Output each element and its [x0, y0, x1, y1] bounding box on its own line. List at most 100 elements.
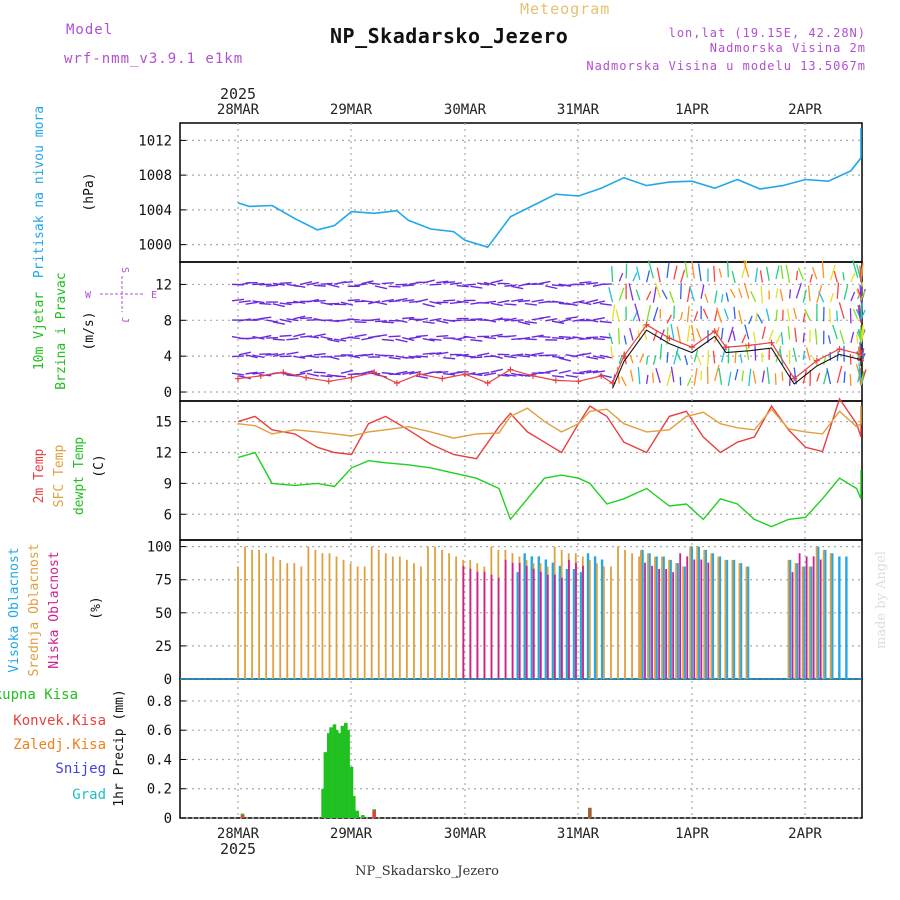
wind-barb [477, 371, 490, 375]
wind-barb [265, 284, 279, 287]
station-title: NP_Skadarsko_Jezero [330, 24, 568, 48]
wind-arrow [761, 326, 766, 340]
wind-barb [361, 370, 374, 375]
wind-barb [422, 320, 435, 324]
wind-arrow [647, 260, 655, 279]
wind-barb [456, 300, 469, 304]
wind-barb [429, 283, 442, 286]
wind-barb [599, 302, 612, 306]
top-time-axis: 28MAR 29MAR 30MAR 31MAR 1APR 2APR [217, 102, 823, 118]
wind-barb [565, 374, 578, 378]
y-tick-label: 0 [164, 672, 172, 688]
wind-barb [490, 317, 503, 322]
wind-barb [504, 303, 517, 306]
conv-precip-bar [240, 815, 245, 818]
wind-arrow [805, 347, 811, 361]
wind-subtitle: Brzina i Pravac [54, 272, 69, 389]
wind-arrow [652, 307, 659, 322]
wind-arrow [832, 324, 838, 340]
wind-arrow [693, 368, 698, 386]
elevation-label: Nadmorska Visina 2m [710, 41, 866, 55]
wind-barb [259, 353, 272, 356]
wind-barb [381, 338, 394, 342]
total-precip-bar [340, 725, 345, 818]
y-tick-label: 0 [164, 385, 172, 401]
wind-arrow [754, 267, 758, 283]
wind-barb [585, 318, 599, 323]
wind-barb [299, 369, 313, 374]
wind-barb [231, 355, 245, 358]
wind-barb [293, 284, 306, 288]
wind-arrow [802, 370, 807, 384]
wind-barb [340, 281, 354, 284]
wind-barb [313, 284, 326, 287]
horizontal-gridlines [180, 139, 862, 819]
wind-arrow [635, 289, 641, 301]
wind-barb [272, 321, 285, 325]
wind-barb [327, 355, 340, 360]
wind-arrow [765, 266, 770, 282]
wind-barb [483, 300, 497, 304]
wind-barb [429, 317, 442, 322]
wind-barb [340, 369, 354, 375]
wind-arrow [802, 312, 806, 323]
wind-arrow [856, 334, 859, 344]
wind-barb [402, 316, 415, 320]
wind-arrow [615, 309, 620, 323]
wind-arrow [656, 267, 661, 283]
wind-barb [504, 355, 517, 359]
bottom-tick-label: 31MAR [557, 826, 600, 842]
top-year-label: 2025 [220, 85, 256, 103]
wind-arrow [793, 367, 798, 385]
wind-barb [551, 300, 565, 304]
wind-barb [381, 281, 394, 285]
wind-barb [388, 300, 401, 303]
wind-arrow [793, 307, 798, 320]
wind-barb [586, 336, 599, 339]
sfc-temp-legend: SFC Temp [52, 445, 67, 508]
wind-barb [585, 299, 599, 304]
wind-barb [545, 318, 558, 322]
wind-barb [286, 337, 299, 341]
top-tick-label: 2APR [788, 102, 822, 118]
y-tick-label: 1008 [138, 168, 172, 184]
bottom-tick-label: 29MAR [330, 826, 373, 842]
wind-barb [565, 302, 578, 307]
wind-arrow [836, 365, 843, 384]
wind-barb [320, 375, 333, 378]
wind-barb [272, 282, 285, 286]
wind-arrow [732, 330, 736, 341]
wind-barb [511, 285, 524, 290]
wind-barb [592, 370, 606, 374]
wind-barb [286, 318, 299, 322]
wind-arrow [666, 262, 670, 279]
compass-south-label: J [119, 317, 130, 323]
wind-barb [483, 372, 497, 377]
wind-arrow [759, 270, 764, 283]
wind-barb [579, 369, 592, 374]
wind-arrow [729, 288, 736, 298]
wind-arrow [645, 304, 652, 323]
wind-barb [320, 301, 333, 306]
wind-arrow [700, 284, 705, 299]
wind-arrow [738, 288, 743, 299]
wind-barb [422, 279, 435, 284]
wind-arrow [836, 351, 839, 361]
wind-arrow [828, 308, 832, 323]
wind-barb [368, 300, 381, 305]
wind-barb [415, 334, 428, 338]
wind-barb [558, 335, 571, 339]
wind-barb [497, 374, 510, 377]
wind-barb [259, 302, 272, 306]
wind-arrow [684, 355, 689, 366]
wind-arrow [860, 309, 866, 320]
wind-barb [245, 371, 258, 375]
wind-barb [300, 316, 313, 320]
wind-arrow [860, 290, 866, 300]
wind-barb [238, 318, 251, 322]
y-tick-labels: 100010041008101204812691215025507510000.… [138, 133, 172, 827]
wind-barb [422, 337, 435, 342]
wind-barb [368, 282, 381, 285]
wind-arrow [795, 270, 799, 281]
wind-arrow [802, 332, 805, 343]
